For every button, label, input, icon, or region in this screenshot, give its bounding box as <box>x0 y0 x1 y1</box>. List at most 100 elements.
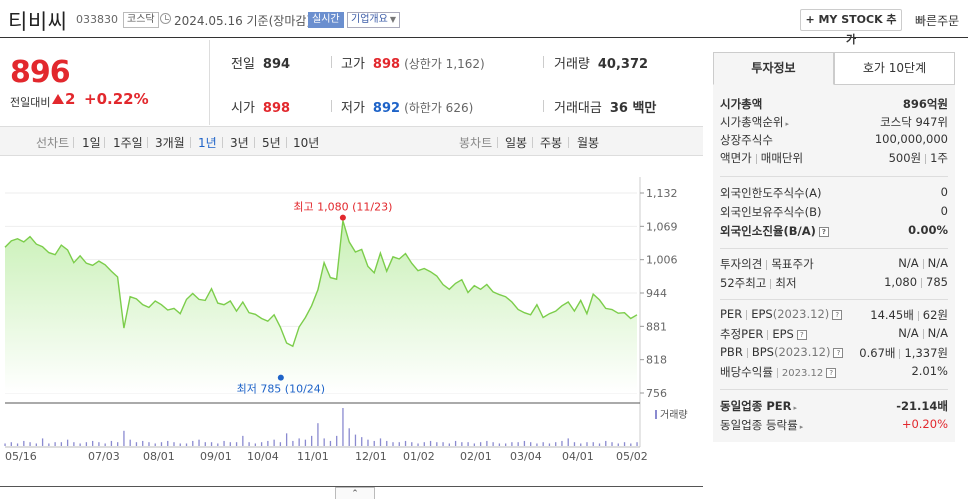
help-icon[interactable]: ? <box>832 309 843 320</box>
change-label: 전일대비 <box>10 96 51 109</box>
foreign-holding-label: 외국인보유주식수(B) <box>720 205 822 219</box>
high-value: 898 <box>372 57 401 72</box>
arrow-right-icon[interactable]: ▸ <box>799 423 804 431</box>
est-per-value: N/A <box>898 326 919 340</box>
tab-monthly-candle[interactable]: 월봉 <box>577 136 600 150</box>
help-icon[interactable]: ? <box>796 329 807 340</box>
info-row-market-cap: 시가총액 896억원 <box>720 96 948 114</box>
volume-bar <box>167 440 169 446</box>
x-tick-label: 12/01 <box>355 450 387 463</box>
volume-bar <box>454 440 457 446</box>
volume-bar <box>317 423 319 446</box>
y-tick-label: 1,132 <box>646 187 678 200</box>
y-tick-label: 881 <box>646 320 667 333</box>
tab-1week[interactable]: 1주일 <box>113 136 143 150</box>
arrow-right-icon[interactable]: ▸ <box>793 404 797 412</box>
volume-bar <box>530 442 532 446</box>
divider <box>568 137 569 148</box>
per-date-note: (2023.12) <box>772 307 830 321</box>
volume-bar <box>185 443 188 446</box>
volume-bar <box>605 440 607 446</box>
volume-bar <box>210 442 213 446</box>
divider <box>746 347 748 358</box>
volume-bar <box>92 440 94 446</box>
add-mystock-button[interactable]: + MY STOCK 추가 <box>800 9 902 46</box>
prev-close-value: 894 <box>262 57 291 72</box>
help-icon[interactable]: ? <box>833 347 844 358</box>
clock-icon <box>160 13 171 24</box>
realtime-button[interactable]: 실시간 <box>308 12 344 28</box>
divider <box>331 100 332 112</box>
section-divider <box>720 299 948 300</box>
trade-unit-value: 1주 <box>930 151 948 165</box>
volume-bar <box>48 443 50 446</box>
volume-bar <box>235 442 238 446</box>
foreign-limit-value: 0 <box>940 185 948 199</box>
volume-bar <box>4 443 6 446</box>
divider <box>254 137 255 148</box>
tab-1day[interactable]: 1일 <box>82 136 101 150</box>
volume-bar <box>60 442 63 446</box>
target-price-value: N/A <box>927 256 948 270</box>
arrow-right-icon[interactable]: ▸ <box>785 120 789 128</box>
volume-bar <box>329 440 332 446</box>
high-label: 고가 <box>341 57 365 72</box>
chevron-up-icon: ⌃ <box>351 489 359 499</box>
sector-change-label: 동일업종 등락률 <box>720 418 798 432</box>
volume-bar <box>404 440 407 446</box>
volume-legend-swatch <box>655 410 657 419</box>
volume-bar <box>66 439 69 446</box>
volume-bar <box>292 440 294 446</box>
volume-bar <box>479 442 482 446</box>
volume-bar <box>342 408 344 446</box>
x-tick-label: 09/01 <box>200 450 232 463</box>
tab-investment-info[interactable]: 투자정보 <box>713 52 834 85</box>
help-icon[interactable]: ? <box>826 367 837 378</box>
per-label: PER <box>720 307 743 321</box>
tab-daily-candle[interactable]: 일봉 <box>505 136 528 150</box>
up-triangle-icon <box>52 94 64 104</box>
tab-3month[interactable]: 3개월 <box>155 136 185 150</box>
volume-bar <box>54 442 56 446</box>
x-tick-label: 10/04 <box>247 450 279 463</box>
info-row-foreign-holding: 외국인보유주식수(B) 0 <box>720 204 948 222</box>
dividend-label: 배당수익률 <box>720 365 773 379</box>
volume-bar <box>623 442 626 446</box>
prev-close-stat: 전일 894 <box>231 53 290 72</box>
low-value: 892 <box>372 101 401 116</box>
section-divider <box>720 389 948 390</box>
divider <box>925 153 927 164</box>
trade-value-value: 36 백만 <box>609 101 657 116</box>
tab-orderbook-10[interactable]: 호가 10단계 <box>834 52 955 85</box>
min-label: 최저 785 (10/24) <box>237 383 326 396</box>
volume-bar <box>285 433 288 446</box>
price-chart[interactable]: 1,132 1,069 1,006 944 881 818 756 거래량 05/16 07/… <box>0 157 703 472</box>
pbr-date-note: (2023.12) <box>773 345 831 359</box>
volume-bar <box>555 442 557 446</box>
collapse-chart-button[interactable]: ⌃ <box>335 487 375 499</box>
x-tick-label: 03/04 <box>510 450 542 463</box>
volume-bar <box>473 443 476 446</box>
volume-legend-label: 거래량 <box>660 409 688 421</box>
tab-weekly-candle[interactable]: 주봉 <box>540 136 563 150</box>
tab-5year[interactable]: 5년 <box>262 136 281 150</box>
volume-bar <box>223 440 225 446</box>
help-icon[interactable]: ? <box>818 226 829 237</box>
est-per-label: 추정PER <box>720 327 764 341</box>
volume-bar <box>129 439 131 446</box>
upper-limit: (상한가 1,162) <box>404 57 485 71</box>
foreign-limit-label: 외국인한도주식수(A) <box>720 186 822 200</box>
price-area-fill <box>5 220 637 393</box>
volume-bar <box>448 443 450 446</box>
tab-3year[interactable]: 3년 <box>230 136 249 150</box>
max-marker <box>339 214 346 221</box>
price-panel: 896 전일대비 2 +0.22% <box>0 40 210 125</box>
divider <box>543 100 544 112</box>
volume-bar <box>486 440 488 446</box>
info-row-dividend: 배당수익률 2023.12? 2.01% <box>720 364 948 382</box>
tab-1year[interactable]: 1년 <box>198 136 217 150</box>
quick-order-button[interactable]: 빠른주문 <box>915 14 960 28</box>
company-info-dropdown[interactable]: 기업개요 ▼ <box>347 12 400 28</box>
tab-10year[interactable]: 10년 <box>293 136 320 150</box>
volume-bar <box>192 440 194 446</box>
